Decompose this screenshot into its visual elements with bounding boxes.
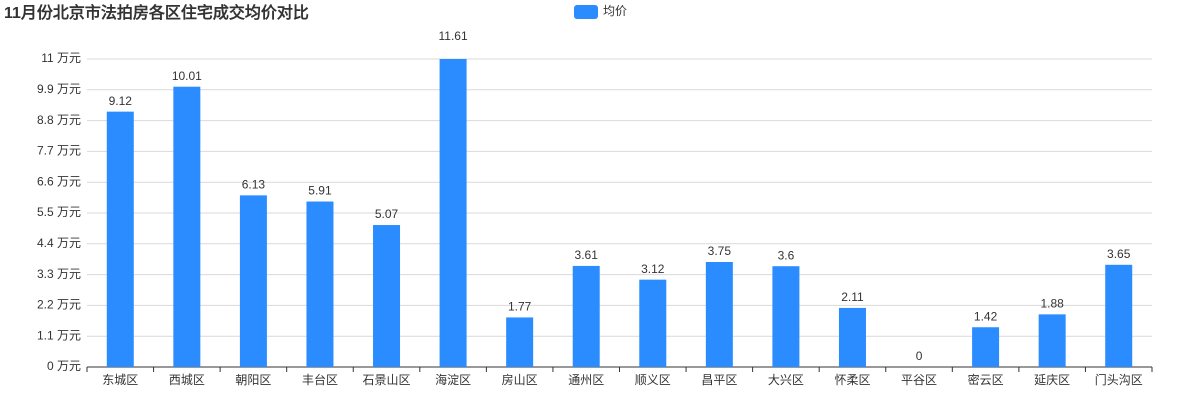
y-tick-label: 8.8 万元 — [37, 113, 81, 127]
bar — [838, 307, 866, 367]
x-tick-label: 大兴区 — [768, 373, 804, 387]
data-label: 3.12 — [641, 262, 665, 276]
bar — [1038, 314, 1066, 367]
legend-swatch[interactable] — [574, 5, 598, 19]
data-label: 0 — [916, 349, 923, 363]
bar — [506, 317, 534, 367]
bar — [439, 59, 467, 367]
bar — [705, 262, 733, 367]
data-label: 9.12 — [109, 94, 133, 108]
bar — [306, 201, 334, 367]
y-tick-label: 11 万元 — [41, 51, 81, 65]
bar — [639, 279, 667, 367]
chart-title: 11月份北京市法拍房各区住宅成交均价对比 — [4, 3, 309, 22]
bar — [972, 327, 1000, 367]
bar — [173, 86, 201, 367]
data-label: 6.13 — [242, 178, 266, 192]
bar — [106, 111, 134, 367]
x-tick-label: 昌平区 — [701, 373, 737, 387]
data-label: 2.11 — [841, 290, 864, 304]
data-label: 1.42 — [974, 309, 998, 323]
data-label: 3.75 — [708, 244, 732, 258]
data-label: 1.88 — [1040, 297, 1064, 311]
y-tick-label: 5.5 万元 — [37, 205, 81, 219]
x-tick-label: 怀柔区 — [834, 373, 870, 387]
bar — [1105, 264, 1133, 367]
x-tick-label: 顺义区 — [635, 373, 671, 387]
x-tick-label: 平谷区 — [901, 373, 937, 387]
data-label: 5.91 — [308, 184, 332, 198]
x-tick-label: 通州区 — [568, 373, 604, 387]
y-tick-label: 6.6 万元 — [37, 174, 81, 188]
data-label: 10.01 — [172, 69, 202, 83]
x-tick-label: 延庆区 — [1034, 373, 1070, 387]
legend-label[interactable]: 均价 — [603, 4, 627, 18]
bar — [239, 195, 267, 367]
x-tick-label: 密云区 — [968, 372, 1004, 387]
x-tick-label: 东城区 — [102, 373, 138, 387]
data-label: 5.07 — [375, 207, 399, 221]
x-tick-label: 石景山区 — [363, 373, 411, 387]
y-tick-label: 4.4 万元 — [37, 236, 81, 250]
x-tick-label: 西城区 — [169, 373, 205, 387]
bar — [772, 266, 800, 367]
data-label: 3.61 — [575, 248, 599, 262]
data-label: 1.77 — [508, 300, 532, 314]
y-tick-label: 1.1 万元 — [37, 328, 81, 342]
data-label: 3.6 — [778, 248, 795, 262]
x-tick-label: 海淀区 — [435, 372, 471, 387]
bar — [373, 225, 401, 367]
data-label: 3.65 — [1107, 247, 1131, 261]
plot-area — [106, 59, 1133, 367]
y-tick-label: 7.7 万元 — [37, 144, 81, 158]
y-tick-label: 2.2 万元 — [37, 298, 81, 312]
x-tick-label: 门头沟区 — [1095, 372, 1143, 387]
y-tick-label: 0 万元 — [47, 359, 81, 373]
x-tick-label: 房山区 — [502, 372, 538, 387]
y-tick-label: 3.3 万元 — [37, 267, 81, 281]
bar — [572, 265, 600, 367]
data-label: 11.61 — [439, 29, 468, 43]
y-tick-label: 9.9 万元 — [37, 82, 81, 96]
x-tick-label: 朝阳区 — [235, 373, 271, 387]
x-tick-label: 丰台区 — [302, 372, 338, 387]
